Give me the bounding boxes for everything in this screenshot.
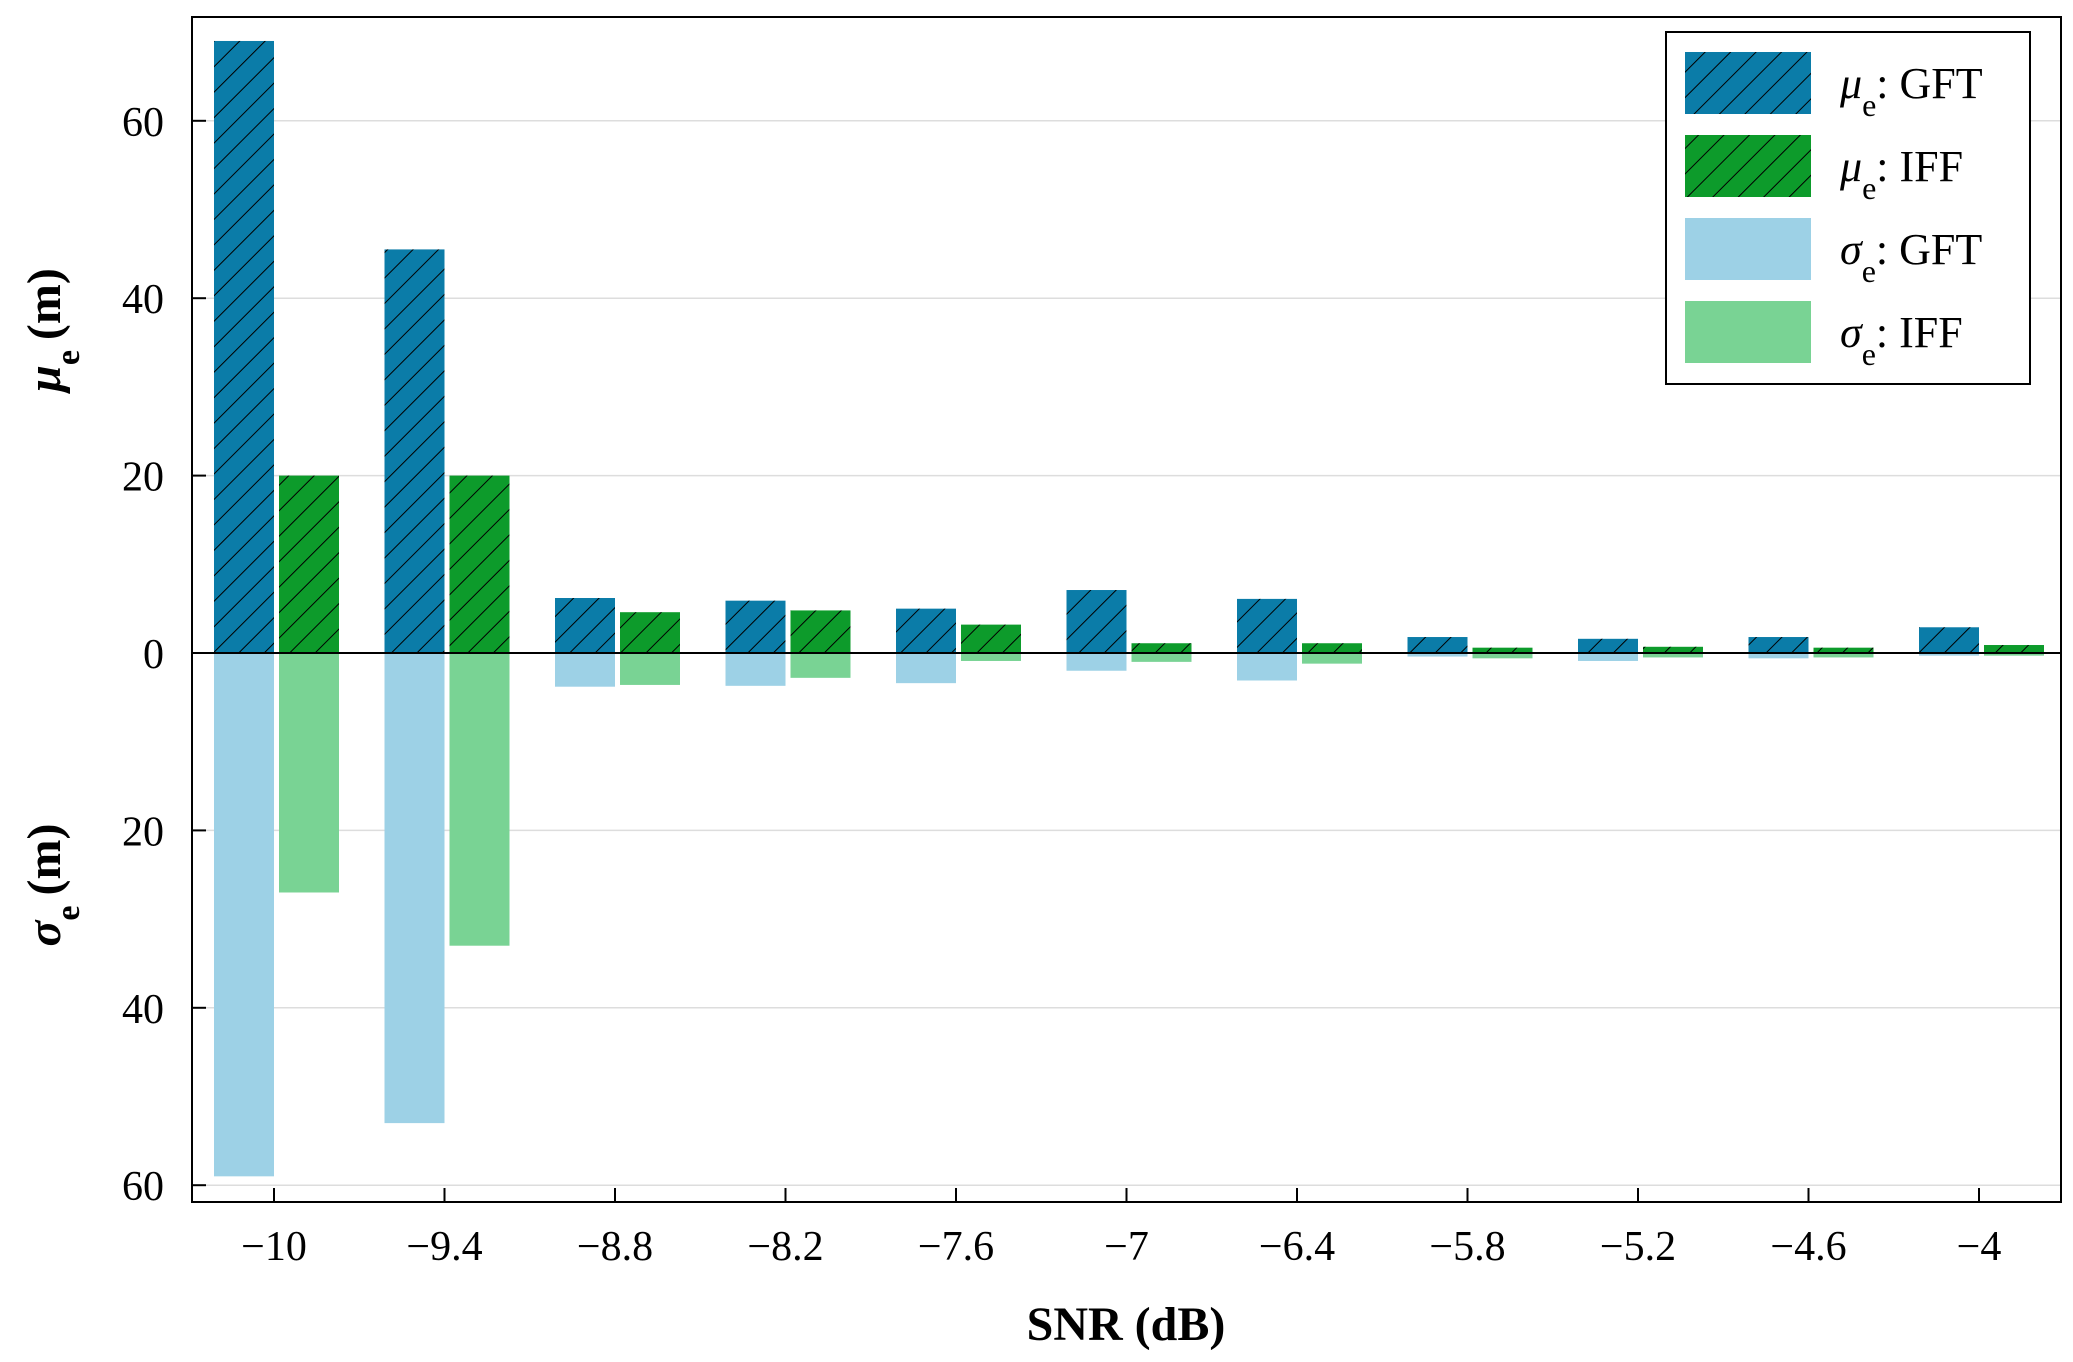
- bar-std-gft: [214, 653, 274, 1177]
- bars: [214, 40, 2044, 1177]
- bar-mean-gft-hatch: [1066, 590, 1127, 653]
- bar-std-iff: [1302, 653, 1362, 664]
- bar-mean-iff-hatch: [1302, 643, 1362, 653]
- bar-std-iff: [620, 653, 680, 685]
- bar-std-gft: [1578, 653, 1638, 661]
- legend-swatch: [1685, 301, 1811, 363]
- y-axis-ticks: 60 40 20 0 20 40 60: [122, 100, 206, 1210]
- bar-std-gft: [1237, 653, 1297, 681]
- x-tick-label: −5.8: [1429, 1224, 1505, 1270]
- y-tick-label: 40: [122, 277, 164, 323]
- y-axis-title-bottom: σe(m): [18, 824, 87, 947]
- x-axis-ticks: −10 −9.4 −8.8 −8.2 −7.6 −7 −6.4 −5.8 −5.2 −4.6 −4: [241, 1188, 2001, 1270]
- x-axis-title: SNR (dB): [1027, 1298, 1226, 1351]
- bar-mean-gft-hatch: [725, 600, 786, 653]
- bar-std-iff: [790, 653, 851, 678]
- legend-label: σe: IFF: [1840, 308, 1963, 372]
- bar-std-iff: [279, 653, 339, 893]
- x-tick-label: −4.6: [1770, 1224, 1846, 1270]
- bar-mean-gft-hatch: [1237, 598, 1297, 653]
- y-tick-label: 60: [122, 100, 164, 146]
- legend-swatch: [1685, 218, 1811, 280]
- bar-std-iff: [1984, 653, 2044, 656]
- x-tick-label: −8.8: [577, 1224, 653, 1270]
- y-tick-label: 40: [122, 987, 164, 1033]
- bar-mean-iff-hatch: [790, 610, 851, 653]
- bar-mean-iff-hatch: [1131, 643, 1192, 653]
- y-axis-title-top: μe(m): [18, 268, 87, 395]
- bar-mean-iff-hatch: [1643, 646, 1703, 653]
- bar-std-gft: [1919, 653, 1979, 656]
- legend-label: μe: GFT: [1839, 59, 1983, 123]
- bar-mean-gft-hatch: [1407, 637, 1468, 653]
- bar-mean-iff-hatch: [1984, 645, 2044, 653]
- bar-std-gft: [1748, 653, 1809, 659]
- bar-mean-gft-hatch: [1578, 638, 1638, 653]
- y-tick-label: 0: [143, 632, 164, 678]
- bar-mean-gft-hatch: [1748, 637, 1809, 653]
- x-tick-label: −7: [1104, 1224, 1149, 1270]
- bar-std-gft: [725, 653, 786, 686]
- legend-swatch-hatch: [1685, 52, 1811, 114]
- x-tick-label: −10: [241, 1224, 307, 1270]
- legend-label: σe: GFT: [1840, 225, 1982, 289]
- bar-mean-gft-hatch: [555, 598, 615, 653]
- y-tick-label: 20: [122, 455, 164, 501]
- x-tick-label: −9.4: [406, 1224, 482, 1270]
- bar-mean-iff-hatch: [449, 475, 510, 653]
- x-tick-label: −6.4: [1259, 1224, 1335, 1270]
- bar-mean-iff-hatch: [1813, 647, 1874, 653]
- bar-mean-gft-hatch: [896, 608, 956, 653]
- y-tick-label: 20: [122, 809, 164, 855]
- bar-std-iff: [1813, 653, 1874, 658]
- bar-std-gft: [896, 653, 956, 684]
- bar-mean-gft-hatch: [214, 40, 274, 654]
- bar-std-gft: [1407, 653, 1468, 657]
- y-tick-label: 60: [122, 1164, 164, 1210]
- bar-std-iff: [1643, 653, 1703, 658]
- x-tick-label: −7.6: [918, 1224, 994, 1270]
- bar-mean-iff-hatch: [961, 624, 1021, 653]
- x-tick-label: −4: [1957, 1224, 2002, 1270]
- bar-std-iff: [1472, 653, 1533, 659]
- bar-std-gft: [384, 653, 445, 1124]
- x-tick-label: −5.2: [1600, 1224, 1676, 1270]
- bar-std-iff: [1131, 653, 1192, 662]
- bar-mean-gft-hatch: [1919, 627, 1979, 653]
- bar-mean-gft-hatch: [384, 249, 445, 654]
- x-tick-label: −8.2: [747, 1224, 823, 1270]
- bar-std-iff: [961, 653, 1021, 661]
- bar-std-iff: [449, 653, 510, 946]
- bar-std-gft: [555, 653, 615, 687]
- bar-mean-iff-hatch: [620, 612, 680, 653]
- bar-std-gft: [1066, 653, 1127, 671]
- bar-mean-iff-hatch: [1472, 647, 1533, 653]
- legend-label: μe: IFF: [1839, 142, 1963, 206]
- bar-mean-iff-hatch: [279, 475, 339, 653]
- legend: μe: GFT μe: IFF σe: GFT σe: IFF: [1665, 31, 2031, 385]
- legend-swatch-hatch: [1685, 135, 1811, 197]
